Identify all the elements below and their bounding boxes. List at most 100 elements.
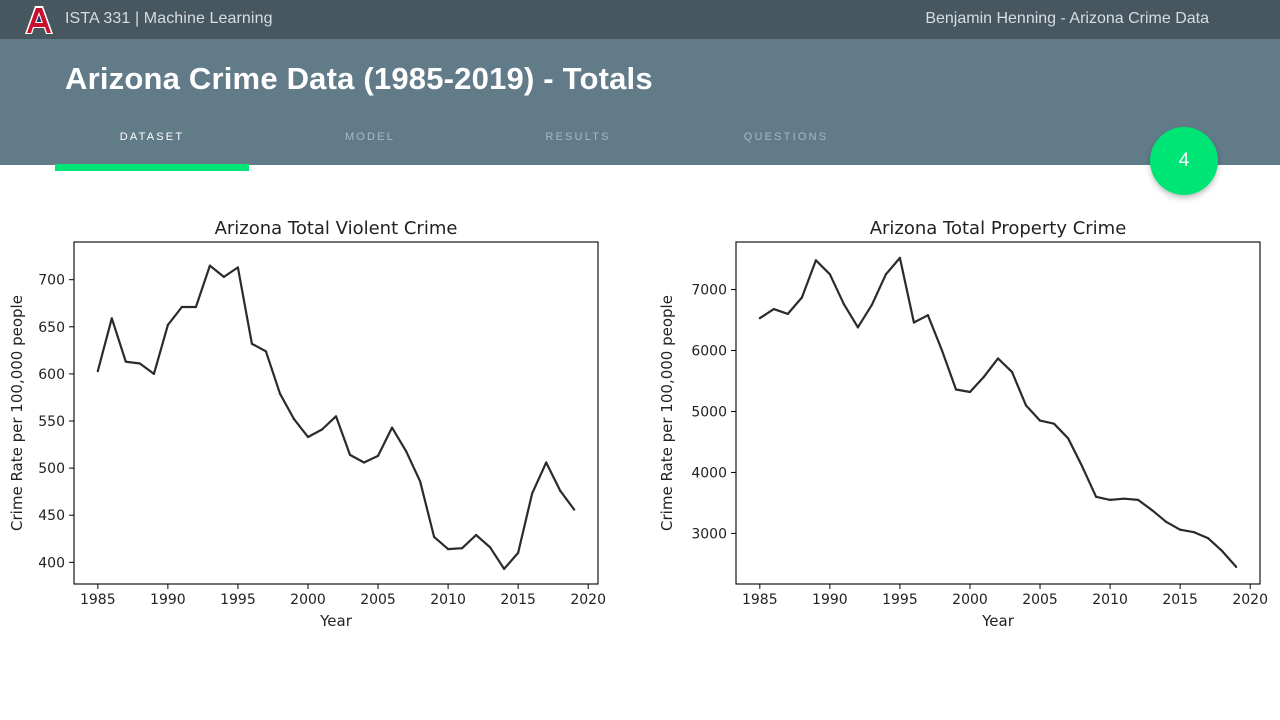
data-point (362, 461, 366, 464)
y-tick-label: 400 (38, 555, 65, 571)
property-crime-chart: Arizona Total Property Crime 1985 1990 1995… (658, 218, 1268, 630)
data-point (446, 548, 450, 551)
page-title: Arizona Crime Data (1985-2019) - Totals (65, 61, 653, 96)
data-point (517, 551, 520, 555)
violent-crime-chart: Arizona Total Violent Crime 1985 1990 1995 2… (8, 218, 606, 630)
university-logo-icon (22, 4, 56, 36)
data-point (1094, 495, 1098, 498)
slide-header: Arizona Crime Data (1985-2019) - Totals … (0, 39, 1280, 165)
x-tick-label: 2020 (570, 592, 606, 608)
data-point (758, 317, 761, 320)
y-axis-label: Crime Rate per 100,000 people (8, 295, 26, 531)
data-point (306, 435, 310, 439)
data-point (772, 307, 775, 311)
data-point (1165, 520, 1168, 523)
data-point (545, 461, 548, 464)
data-point (1235, 565, 1238, 569)
data-point (1080, 465, 1084, 468)
plot-frame (735, 241, 1261, 585)
data-point (292, 418, 296, 421)
data-point (1193, 531, 1196, 534)
data-point (152, 372, 155, 376)
active-tab-indicator (55, 164, 249, 171)
x-tick-label: 2015 (500, 592, 536, 608)
data-point (1010, 370, 1014, 373)
data-point (1052, 422, 1056, 425)
data-point (404, 450, 408, 453)
data-point (320, 428, 324, 431)
data-point (222, 275, 226, 278)
data-point (1122, 497, 1126, 500)
data-point (898, 256, 902, 259)
tab-model[interactable]: MODEL (344, 131, 396, 143)
x-tick-label: 2000 (952, 592, 988, 608)
data-point (786, 312, 789, 316)
data-point (278, 392, 282, 395)
y-tick-label: 500 (38, 461, 65, 477)
data-point (236, 266, 240, 269)
data-point (334, 415, 338, 418)
x-tick-label: 2010 (430, 592, 466, 608)
y-tick-label: 450 (38, 508, 65, 524)
x-tick-label: 2020 (1232, 592, 1268, 608)
data-point (1038, 419, 1042, 422)
data-point (1151, 509, 1154, 512)
data-point (926, 314, 930, 317)
page-number-badge: 4 (1150, 127, 1218, 195)
y-tick-label: 700 (38, 273, 65, 289)
data-point (110, 317, 113, 320)
data-point (531, 492, 534, 495)
data-point (503, 567, 506, 571)
data-point (489, 546, 492, 549)
data-point (194, 305, 197, 309)
data-point (180, 305, 183, 309)
x-tick-label: 1990 (150, 592, 186, 608)
data-point (1137, 498, 1140, 501)
y-tick-label: 5000 (691, 404, 727, 420)
x-axis-label: Year (981, 612, 1015, 630)
data-point (376, 454, 380, 457)
x-tick-label: 1985 (80, 592, 116, 608)
chart-title: Arizona Total Violent Crime (215, 218, 458, 239)
y-tick-label: 6000 (691, 344, 727, 360)
x-tick-label: 1995 (882, 592, 918, 608)
data-point (460, 547, 464, 550)
y-tick-label: 7000 (691, 283, 727, 299)
section-tabs: DATASET MODEL RESULTS QUESTIONS (55, 131, 955, 171)
data-point (1179, 528, 1182, 531)
x-tick-label: 2005 (1022, 592, 1058, 608)
data-point (856, 326, 859, 329)
data-point (1207, 537, 1210, 540)
data-point (940, 349, 944, 352)
data-point (1221, 549, 1224, 553)
y-tick-label: 550 (38, 414, 65, 430)
data-point (996, 357, 1000, 360)
y-tick-label: 3000 (691, 526, 727, 542)
data-point (432, 535, 436, 538)
tab-dataset[interactable]: DATASET (119, 131, 185, 143)
top-bar: ISTA 331 | Machine Learning Benjamin Hen… (0, 0, 1280, 39)
data-point (1066, 437, 1070, 440)
data-point (573, 508, 576, 511)
data-point (166, 323, 169, 327)
data-point (250, 342, 254, 345)
series-line (759, 256, 1238, 568)
data-point (559, 489, 562, 492)
tab-results[interactable]: RESULTS (545, 131, 611, 143)
data-point (208, 264, 212, 267)
data-point (124, 360, 127, 363)
data-point (814, 259, 817, 262)
data-point (884, 273, 888, 276)
data-point (264, 350, 268, 353)
data-point (1024, 404, 1028, 407)
data-point (138, 362, 141, 365)
data-point (828, 273, 831, 276)
presentation-author: Benjamin Henning - Arizona Crime Data (925, 10, 1209, 27)
x-tick-label: 2005 (360, 592, 396, 608)
tab-questions[interactable]: QUESTIONS (743, 131, 829, 143)
x-tick-label: 2015 (1162, 592, 1198, 608)
x-tick-label: 1990 (812, 592, 848, 608)
data-point (390, 426, 394, 429)
data-point (968, 390, 972, 394)
course-title: ISTA 331 | Machine Learning (65, 10, 273, 27)
